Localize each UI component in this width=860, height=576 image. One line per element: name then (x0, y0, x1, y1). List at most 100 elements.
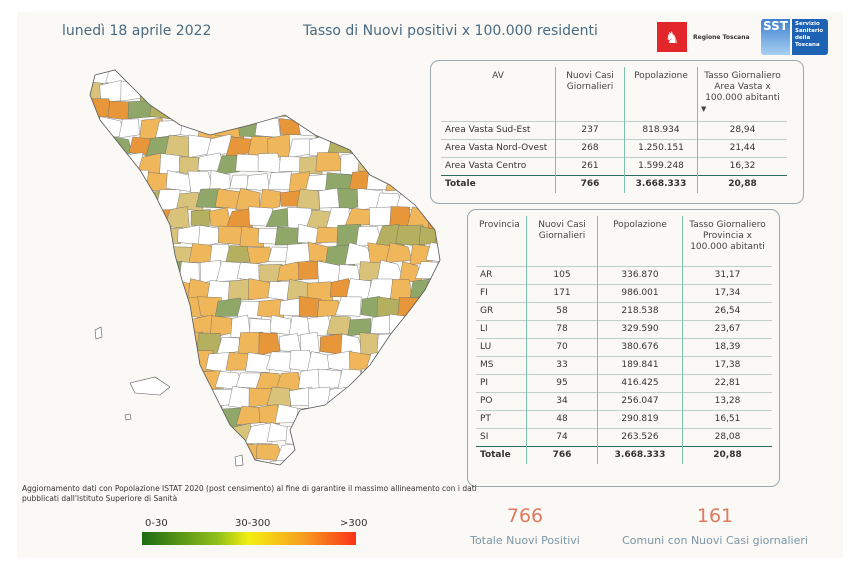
municipality-area[interactable] (70, 65, 92, 86)
municipality-area[interactable] (239, 226, 265, 248)
municipality-area[interactable] (90, 243, 110, 264)
municipality-area[interactable] (315, 118, 344, 139)
municipality-area[interactable] (108, 458, 134, 475)
municipality-area[interactable] (389, 206, 410, 229)
municipality-area[interactable] (427, 318, 451, 336)
municipality-area[interactable] (87, 458, 111, 475)
municipality-area[interactable] (409, 101, 433, 122)
municipality-area[interactable] (266, 351, 294, 373)
municipality-area[interactable] (450, 317, 460, 335)
municipality-area[interactable] (119, 189, 143, 212)
municipality-area[interactable] (86, 387, 113, 407)
municipality-area[interactable] (137, 406, 163, 428)
municipality-area[interactable] (350, 389, 373, 410)
municipality-area[interactable] (377, 407, 402, 428)
municipality-area[interactable] (328, 102, 352, 122)
municipality-area[interactable] (167, 97, 192, 119)
municipality-area[interactable] (70, 426, 93, 443)
municipality-area[interactable] (105, 173, 131, 194)
municipality-area[interactable] (405, 314, 431, 338)
municipality-area[interactable] (80, 368, 101, 389)
municipality-area[interactable] (98, 153, 121, 172)
municipality-area[interactable] (70, 316, 92, 338)
municipality-area[interactable] (340, 152, 361, 175)
municipality-area[interactable] (87, 98, 112, 119)
municipality-area[interactable] (405, 458, 432, 475)
municipality-area[interactable] (305, 67, 331, 81)
municipality-area[interactable] (456, 333, 460, 354)
municipality-area[interactable] (305, 98, 331, 120)
municipality-area[interactable] (347, 99, 373, 122)
municipality-area[interactable] (388, 387, 414, 408)
municipality-area[interactable] (385, 171, 412, 192)
municipality-area[interactable] (397, 297, 426, 317)
municipality-area[interactable] (108, 351, 131, 370)
municipality-area[interactable] (450, 356, 460, 372)
municipality-area[interactable] (394, 369, 420, 392)
municipality-area[interactable] (76, 154, 101, 174)
municipality-area[interactable] (407, 173, 431, 191)
municipality-area[interactable] (180, 117, 201, 139)
municipality-area[interactable] (287, 459, 311, 475)
municipality-area[interactable] (216, 81, 241, 103)
municipality-area[interactable] (156, 440, 182, 464)
municipality-area[interactable] (258, 263, 283, 283)
col-av[interactable]: AV (492, 71, 504, 81)
municipality-area[interactable] (145, 65, 172, 86)
municipality-area[interactable] (127, 169, 150, 195)
municipality-area[interactable] (166, 316, 194, 336)
municipality-area[interactable] (337, 406, 360, 426)
municipality-area[interactable] (437, 441, 460, 464)
municipality-area[interactable] (189, 458, 212, 475)
municipality-area[interactable] (70, 278, 90, 297)
municipality-area[interactable] (177, 442, 203, 462)
municipality-area[interactable] (459, 370, 460, 389)
municipality-area[interactable] (395, 332, 420, 356)
municipality-area[interactable] (355, 408, 380, 427)
municipality-area[interactable] (377, 119, 402, 140)
municipality-area[interactable] (278, 118, 302, 136)
municipality-area[interactable] (450, 422, 460, 445)
municipality-area[interactable] (389, 97, 415, 123)
col-tasso[interactable]: Tasso Giornaliero Provincia x 100.000 ab… (682, 216, 772, 266)
municipality-area[interactable] (118, 118, 140, 139)
col-tasso[interactable]: Tasso Giornaliero Area Vasta x 100.000 a… (697, 67, 787, 121)
col-nuovi-casi[interactable]: Nuovi Casi Giornalieri (555, 67, 625, 121)
municipality-area[interactable] (167, 386, 196, 409)
municipality-area[interactable] (406, 352, 433, 372)
municipality-area[interactable] (117, 260, 142, 284)
municipality-area[interactable] (385, 65, 410, 86)
municipality-area[interactable] (189, 386, 215, 405)
municipality-area[interactable] (459, 262, 460, 281)
municipality-area[interactable] (218, 225, 243, 246)
municipality-area[interactable] (407, 386, 430, 411)
municipality-area[interactable] (285, 65, 312, 85)
municipality-area[interactable] (376, 333, 404, 355)
municipality-area[interactable] (76, 224, 103, 246)
municipality-area[interactable] (439, 370, 460, 391)
municipality-area[interactable] (387, 423, 412, 446)
municipality-area[interactable] (70, 353, 95, 370)
municipality-area[interactable] (106, 135, 132, 157)
municipality-area[interactable] (425, 242, 455, 264)
municipality-area[interactable] (155, 80, 185, 102)
municipality-area[interactable] (197, 442, 223, 460)
municipality-area[interactable] (225, 101, 252, 120)
municipality-area[interactable] (155, 189, 181, 212)
municipality-area[interactable] (365, 460, 392, 475)
municipality-area[interactable] (339, 119, 365, 136)
municipality-area[interactable] (379, 440, 401, 464)
municipality-area[interactable] (390, 350, 413, 373)
municipality-area[interactable] (317, 442, 342, 464)
municipality-area[interactable] (155, 298, 184, 319)
municipality-area[interactable] (258, 404, 280, 425)
municipality-area[interactable] (416, 334, 443, 354)
municipality-area[interactable] (335, 296, 362, 317)
municipality-area[interactable] (207, 459, 231, 475)
municipality-area[interactable] (414, 407, 442, 428)
municipality-area[interactable] (136, 225, 162, 248)
municipality-area[interactable] (296, 188, 321, 211)
municipality-area[interactable] (136, 264, 165, 283)
municipality-area[interactable] (337, 368, 363, 390)
municipality-area[interactable] (255, 81, 284, 104)
